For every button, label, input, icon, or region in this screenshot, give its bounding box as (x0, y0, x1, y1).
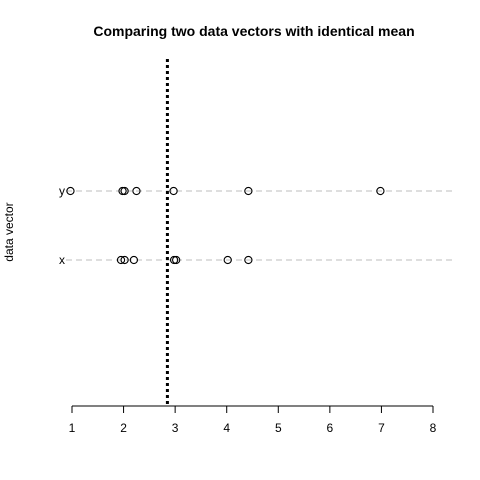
x-tick-label-7: 7 (378, 421, 385, 435)
x-tick-label-8: 8 (430, 421, 437, 435)
category-labels: xy (59, 184, 65, 267)
x-tick-label-3: 3 (172, 421, 179, 435)
x-tick-label-6: 6 (327, 421, 334, 435)
data-points (67, 187, 384, 263)
category-label-y: y (59, 184, 65, 198)
x-tick-label-5: 5 (275, 421, 282, 435)
x-axis: 1 2 3 4 5 6 7 8 (69, 406, 437, 435)
y-axis-label: data vector (2, 202, 16, 261)
guide-lines (66, 191, 452, 260)
x-tick-label-1: 1 (69, 421, 76, 435)
x-tick-label-4: 4 (223, 421, 230, 435)
chart-title: Comparing two data vectors with identica… (93, 23, 414, 39)
category-label-x: x (59, 253, 65, 267)
x-tick-label-2: 2 (120, 421, 127, 435)
